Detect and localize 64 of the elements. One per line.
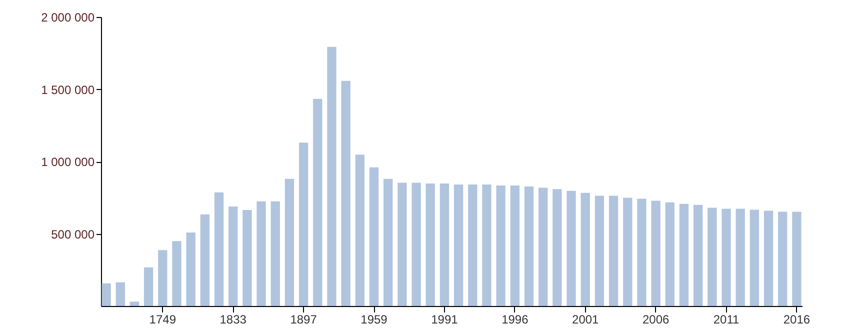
bar bbox=[736, 208, 745, 306]
bar bbox=[327, 46, 336, 306]
bar bbox=[144, 267, 154, 306]
bar bbox=[130, 302, 140, 306]
x-tick-label: 1996 bbox=[502, 312, 529, 326]
bar bbox=[440, 183, 450, 306]
bar bbox=[313, 98, 322, 306]
bar bbox=[172, 241, 182, 306]
bar bbox=[764, 210, 774, 306]
bar bbox=[298, 142, 308, 306]
bar bbox=[722, 208, 731, 306]
x-tick-label: 1749 bbox=[149, 312, 176, 326]
bar bbox=[792, 212, 802, 306]
y-tick-label: 1 500 000 bbox=[41, 82, 95, 97]
bar bbox=[398, 182, 407, 306]
x-tick-label: 2006 bbox=[642, 312, 670, 326]
bar bbox=[608, 196, 618, 306]
bar bbox=[284, 178, 294, 306]
x-tick-label: 1897 bbox=[290, 312, 318, 326]
bar bbox=[355, 154, 364, 306]
x-tick-label: 2011 bbox=[713, 312, 740, 326]
bar bbox=[637, 198, 646, 306]
bar bbox=[454, 184, 464, 306]
bar bbox=[270, 201, 280, 306]
y-tick-label: 1 000 000 bbox=[41, 155, 95, 169]
bar bbox=[665, 202, 674, 306]
y-tick-label: 500 000 bbox=[51, 227, 95, 242]
bar bbox=[594, 196, 604, 306]
bar bbox=[651, 200, 660, 306]
bar bbox=[412, 182, 421, 306]
bar bbox=[341, 80, 350, 306]
bar bbox=[566, 190, 576, 306]
x-tick-label: 1833 bbox=[220, 312, 247, 326]
bar bbox=[524, 186, 534, 306]
bar bbox=[426, 183, 435, 306]
bar bbox=[468, 184, 478, 306]
bar bbox=[214, 192, 224, 306]
bar bbox=[256, 201, 266, 306]
bar bbox=[623, 198, 632, 306]
bar bbox=[242, 210, 252, 306]
x-tick-label: 2016 bbox=[783, 312, 810, 326]
bar bbox=[200, 214, 210, 306]
bar bbox=[778, 212, 788, 306]
x-tick-label: 1991 bbox=[431, 312, 458, 326]
bar bbox=[369, 167, 379, 306]
bar bbox=[158, 250, 168, 306]
bar bbox=[384, 178, 393, 306]
x-tick-label: 1959 bbox=[360, 312, 388, 326]
bar bbox=[228, 206, 238, 306]
bar bbox=[552, 189, 562, 306]
bar bbox=[482, 184, 492, 306]
x-tick-label: 2001 bbox=[572, 312, 600, 326]
bar bbox=[510, 185, 520, 306]
bar bbox=[102, 283, 111, 306]
bar bbox=[750, 210, 760, 306]
bar bbox=[694, 204, 703, 306]
bar bbox=[116, 282, 125, 306]
bar bbox=[679, 204, 689, 306]
bar bbox=[538, 188, 548, 306]
bar bbox=[708, 208, 717, 306]
y-tick-label: 2 000 000 bbox=[41, 10, 95, 24]
bar bbox=[496, 185, 506, 306]
bar bbox=[186, 232, 196, 306]
bar bbox=[580, 192, 590, 306]
